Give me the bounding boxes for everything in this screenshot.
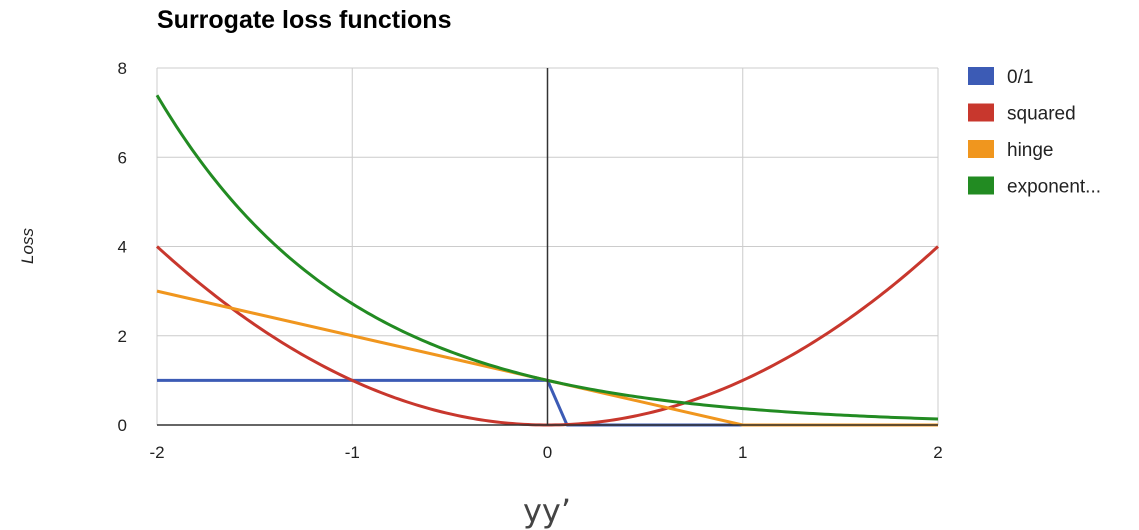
y-axis-label: Loss (18, 228, 37, 264)
legend-label: 0/1 (1007, 67, 1033, 88)
legend-swatch (968, 67, 994, 85)
legend-swatch (968, 140, 994, 158)
x-tick-label: -1 (345, 443, 360, 462)
legend: 0/1 squared hinge exponent... (968, 67, 1101, 198)
y-tick-label: 2 (118, 327, 127, 346)
x-tick-label: 0 (543, 443, 552, 462)
y-tick-label: 0 (118, 416, 127, 435)
legend-swatch (968, 176, 994, 195)
legend-label: hinge (1007, 140, 1054, 161)
x-tick-label: 1 (738, 443, 747, 462)
x-tick-label: 2 (933, 443, 942, 462)
y-tick-label: 8 (118, 59, 127, 78)
y-tick-label: 6 (118, 148, 127, 167)
axes (157, 68, 938, 426)
legend-label: exponent... (1007, 177, 1101, 198)
x-axis-label: yy’ (523, 492, 571, 530)
legend-swatch (968, 103, 994, 122)
y-tick-label: 4 (118, 238, 127, 257)
tick-labels: -2 -1 0 1 2 0 2 4 6 8 (118, 59, 943, 462)
legend-label: squared (1007, 104, 1076, 125)
chart-title: Surrogate loss functions (157, 6, 451, 34)
x-tick-label: -2 (149, 443, 164, 462)
